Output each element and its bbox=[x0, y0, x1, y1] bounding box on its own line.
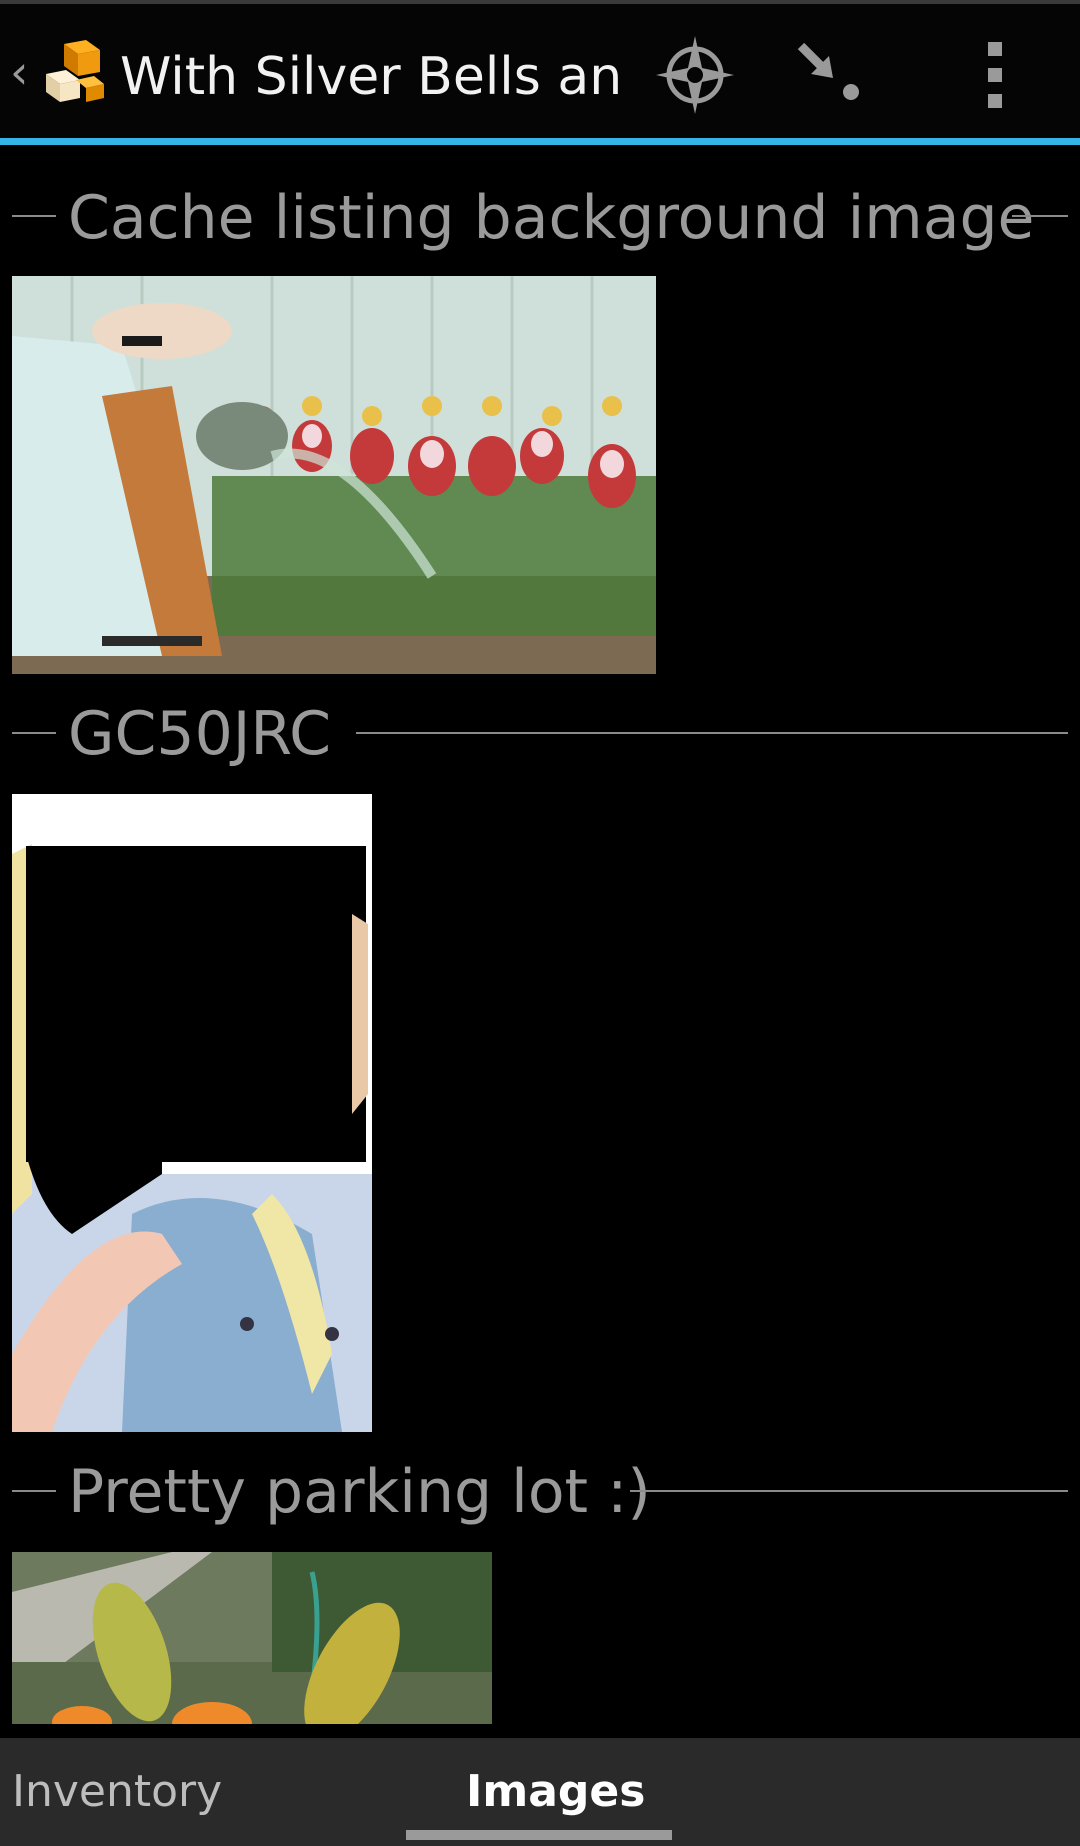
more-vert-icon bbox=[988, 42, 1002, 108]
divider bbox=[12, 215, 56, 217]
log-image-thumbnail[interactable] bbox=[12, 794, 372, 1432]
divider bbox=[12, 1490, 56, 1492]
action-bar-accent bbox=[0, 138, 1080, 145]
tab-bar: Inventory Images bbox=[0, 1738, 1080, 1846]
cache-boxes-icon[interactable] bbox=[44, 40, 106, 106]
compass-button[interactable] bbox=[650, 30, 740, 120]
overflow-menu-button[interactable] bbox=[950, 30, 1040, 120]
divider bbox=[630, 1490, 1068, 1492]
tab-images[interactable]: Images bbox=[466, 1766, 646, 1817]
action-bar: ‹ With Silver Bells an... bbox=[0, 0, 1080, 145]
log-image-thumbnail[interactable] bbox=[12, 1552, 492, 1724]
background-image-thumbnail[interactable] bbox=[12, 276, 656, 674]
status-divider bbox=[0, 0, 1080, 4]
navigate-button[interactable] bbox=[785, 30, 875, 120]
section-header: GC50JRC bbox=[0, 694, 1080, 774]
navigate-arrow-icon bbox=[797, 42, 859, 100]
divider bbox=[1012, 215, 1068, 217]
section-header: Pretty parking lot :) bbox=[0, 1452, 1080, 1532]
compass-icon bbox=[656, 36, 734, 114]
chevron-left-icon[interactable]: ‹ bbox=[10, 45, 29, 99]
tab-inventory[interactable]: Inventory bbox=[12, 1766, 223, 1817]
divider bbox=[12, 732, 56, 734]
section-header: Cache listing background image bbox=[0, 178, 1080, 258]
tab-selected-indicator bbox=[406, 1830, 672, 1840]
section-title: Pretty parking lot :) bbox=[68, 1457, 651, 1527]
divider bbox=[356, 732, 1068, 734]
section-title: GC50JRC bbox=[68, 699, 332, 769]
section-title: Cache listing background image bbox=[68, 183, 1035, 253]
page-title: With Silver Bells an... bbox=[120, 47, 620, 107]
